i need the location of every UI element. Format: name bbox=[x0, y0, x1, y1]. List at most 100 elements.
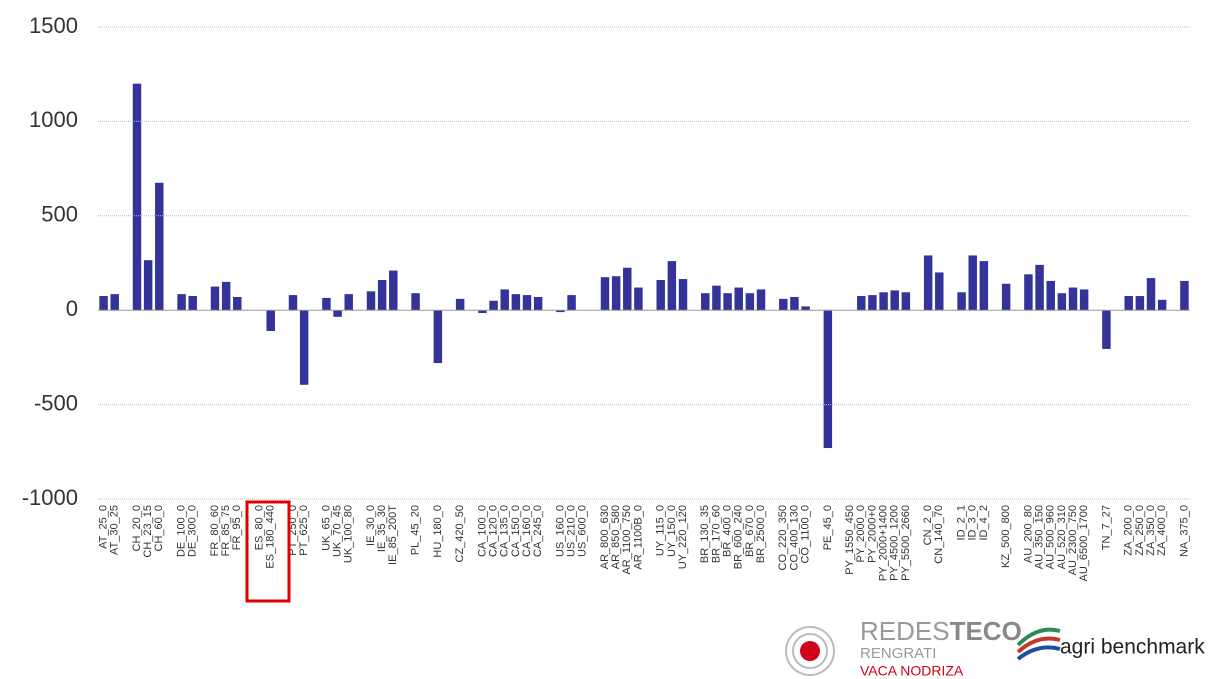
y-tick-label: 0 bbox=[66, 296, 78, 321]
bar bbox=[99, 296, 108, 311]
x-tick-label: CO_400_130 bbox=[788, 505, 800, 570]
x-tick-label: BR_130_35 bbox=[699, 505, 711, 563]
x-tick-label: UK_65_0 bbox=[320, 505, 332, 551]
bar bbox=[433, 310, 443, 364]
bar bbox=[567, 295, 576, 311]
x-tick-label: CH_23_15 bbox=[142, 505, 154, 558]
x-tick-label: IE_35_30 bbox=[376, 505, 388, 552]
bar bbox=[132, 83, 142, 311]
bar bbox=[155, 182, 164, 311]
x-tick-label: BR_400_0 bbox=[721, 505, 733, 557]
x-tick-label: ID_2_1 bbox=[955, 505, 967, 540]
bar bbox=[1046, 280, 1055, 311]
x-tick-label: UY_220_120 bbox=[677, 505, 689, 569]
bar bbox=[1068, 287, 1078, 311]
bar bbox=[1102, 310, 1111, 349]
x-tick-label: BR_670_0 bbox=[744, 505, 756, 557]
x-tick-label: ZA_400_0 bbox=[1156, 505, 1168, 556]
bar bbox=[890, 290, 899, 311]
x-tick-label: CO_1100_0 bbox=[799, 505, 811, 564]
x-tick-label: UY_150_0 bbox=[666, 505, 678, 557]
x-tick-label: CA_150_0 bbox=[510, 505, 522, 557]
bar bbox=[322, 297, 331, 311]
bar bbox=[723, 293, 732, 311]
x-tick-label: HU_180_0 bbox=[432, 505, 444, 558]
bar bbox=[823, 310, 833, 449]
highlight-box bbox=[245, 500, 291, 603]
x-tick-label: DE_100_0 bbox=[175, 505, 187, 557]
logo-text: VACA NODRIZA bbox=[860, 663, 964, 679]
bar bbox=[790, 296, 799, 311]
bar bbox=[1079, 289, 1089, 311]
bar bbox=[233, 296, 242, 311]
x-tick-label: AU_350_150 bbox=[1033, 505, 1045, 569]
bar bbox=[110, 294, 119, 311]
bar bbox=[779, 298, 788, 311]
bar bbox=[756, 289, 766, 311]
x-tick-label: DE_300_0 bbox=[187, 505, 199, 557]
x-tick-label: BR_170_60 bbox=[710, 505, 722, 563]
bar bbox=[667, 261, 677, 311]
x-tick-label: ZA_200_0 bbox=[1123, 505, 1135, 556]
logo-ring bbox=[792, 633, 828, 669]
bar bbox=[656, 279, 665, 311]
bar bbox=[389, 270, 398, 311]
bar bbox=[455, 298, 465, 311]
x-tick-label: CA_100_0 bbox=[476, 505, 488, 557]
bar bbox=[712, 285, 721, 311]
bar bbox=[1001, 283, 1011, 311]
y-tick-label: 500 bbox=[41, 202, 78, 227]
bar bbox=[533, 296, 543, 311]
logo-swoosh bbox=[1016, 627, 1061, 647]
x-tick-label: AR_850_580 bbox=[610, 505, 622, 569]
bar bbox=[901, 292, 911, 311]
x-tick-label: CA_160_0 bbox=[521, 505, 533, 557]
x-tick-label: AR_800_630 bbox=[599, 505, 611, 569]
y-tick-label: 1500 bbox=[29, 13, 78, 38]
x-tick-label: FR_95_0 bbox=[231, 505, 243, 550]
bar bbox=[377, 279, 387, 311]
x-tick-label: CN_2_0 bbox=[922, 505, 934, 545]
x-tick-label: CH_20_0 bbox=[131, 505, 143, 551]
x-tick-label: PT_625_0 bbox=[298, 505, 310, 556]
bar bbox=[968, 255, 977, 311]
bar bbox=[1146, 278, 1156, 311]
bar bbox=[344, 294, 353, 311]
bar bbox=[266, 310, 275, 331]
logo-swoosh bbox=[1016, 645, 1061, 661]
bar bbox=[478, 310, 487, 314]
bar bbox=[366, 291, 376, 311]
bar bbox=[701, 293, 710, 311]
x-tick-label: CZ_420_50 bbox=[454, 505, 466, 563]
x-tick-label: BR_2500_0 bbox=[755, 505, 767, 563]
bar bbox=[611, 276, 621, 311]
bar bbox=[623, 267, 632, 311]
bar bbox=[221, 281, 231, 311]
x-tick-label: PY_2000+0 bbox=[866, 505, 878, 563]
logo-text: REDES bbox=[860, 616, 950, 646]
bar bbox=[288, 295, 298, 311]
bar bbox=[1135, 296, 1145, 311]
x-tick-label: AT_25_0 bbox=[97, 505, 109, 549]
bar bbox=[1180, 280, 1189, 311]
logo-text: RENGRATI bbox=[860, 645, 936, 662]
x-tick-label: BR_600_240 bbox=[733, 505, 745, 569]
x-tick-label: IE_85_200T bbox=[387, 505, 399, 565]
bar bbox=[177, 294, 186, 311]
x-tick-label: AU_500_960 bbox=[1045, 505, 1057, 569]
bar bbox=[678, 279, 688, 311]
bar bbox=[634, 287, 643, 311]
x-tick-label: PY_2000_0 bbox=[855, 505, 867, 563]
x-tick-label: AU_6500_1700 bbox=[1078, 505, 1090, 581]
bar bbox=[522, 295, 532, 311]
x-tick-label: ZA_250_0 bbox=[1134, 505, 1146, 556]
logo-dot bbox=[800, 641, 820, 661]
logo-text: TECO bbox=[950, 616, 1022, 646]
x-tick-label: PY_1550_450 bbox=[844, 505, 856, 575]
bar bbox=[1035, 264, 1044, 311]
x-tick-label: NA_375_0 bbox=[1178, 505, 1190, 557]
x-tick-label: AU_520_310 bbox=[1056, 505, 1068, 569]
y-tick-label: -500 bbox=[34, 390, 78, 415]
x-tick-label: PL_45_20 bbox=[409, 505, 421, 555]
